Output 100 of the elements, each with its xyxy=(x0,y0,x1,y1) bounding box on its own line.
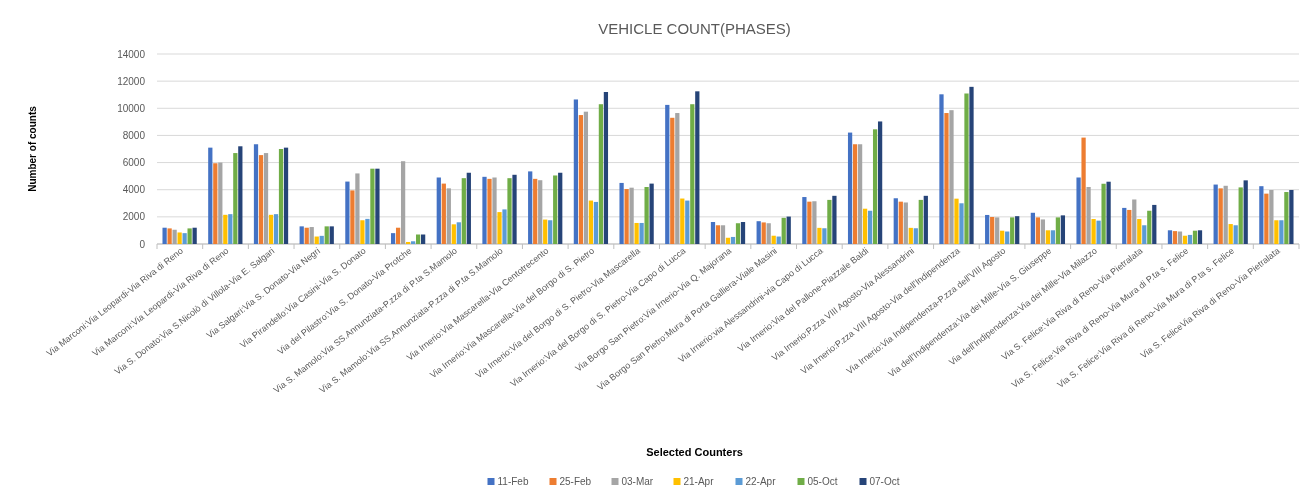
bar xyxy=(223,214,228,244)
bar xyxy=(624,189,629,244)
bar xyxy=(1010,217,1015,244)
bar xyxy=(872,129,878,244)
bar xyxy=(1132,199,1137,244)
bar xyxy=(898,201,903,244)
bar xyxy=(1152,204,1157,244)
bar xyxy=(365,218,370,244)
bar xyxy=(1091,219,1096,244)
bar xyxy=(1096,220,1101,244)
bar xyxy=(908,227,913,244)
bar xyxy=(1147,210,1152,244)
bar xyxy=(680,198,685,244)
bar xyxy=(1076,177,1081,244)
bar xyxy=(395,227,401,244)
bar xyxy=(187,228,192,244)
bar xyxy=(492,177,497,244)
bar xyxy=(1192,230,1198,244)
bar xyxy=(1081,137,1086,244)
y-tick-label: 10000 xyxy=(117,102,146,114)
bar xyxy=(913,228,918,244)
y-tick-label: 4000 xyxy=(122,184,146,196)
bar xyxy=(862,208,868,244)
bar xyxy=(959,203,964,244)
bar xyxy=(1060,215,1066,244)
bar xyxy=(548,220,553,244)
bar xyxy=(263,153,269,244)
bar xyxy=(466,172,471,244)
bar xyxy=(1086,187,1091,244)
bar xyxy=(1050,230,1056,244)
bar xyxy=(329,226,334,244)
bar xyxy=(360,220,365,244)
bar xyxy=(735,223,741,244)
bar xyxy=(877,121,883,244)
bar xyxy=(446,188,451,244)
bar xyxy=(1122,207,1127,244)
bar xyxy=(238,146,243,244)
bar xyxy=(1172,231,1178,244)
bar xyxy=(309,227,314,244)
bar xyxy=(1000,230,1005,244)
bar xyxy=(283,147,289,244)
bar xyxy=(583,111,589,244)
bar xyxy=(766,223,771,244)
bar xyxy=(644,187,649,244)
bar xyxy=(278,149,284,244)
y-tick-label: 12000 xyxy=(117,75,146,87)
bar xyxy=(578,115,584,244)
bar xyxy=(852,144,858,244)
bar xyxy=(1284,192,1289,244)
bar xyxy=(456,222,461,244)
bar xyxy=(969,86,974,244)
bar xyxy=(695,91,700,244)
bar xyxy=(543,219,548,244)
bar xyxy=(461,178,466,244)
bar xyxy=(441,183,446,244)
bar xyxy=(268,214,274,244)
chart-title: VEHICLE COUNT(PHASES) xyxy=(598,20,791,37)
bar xyxy=(827,199,832,244)
bar xyxy=(415,234,421,244)
bar xyxy=(451,224,456,244)
bar xyxy=(1035,217,1041,244)
bar xyxy=(487,178,492,244)
bar xyxy=(573,99,579,244)
bar xyxy=(553,175,558,244)
bar xyxy=(903,202,908,244)
bar xyxy=(923,195,928,244)
bar xyxy=(273,214,279,244)
legend-label: 22-Apr xyxy=(745,476,777,487)
bar xyxy=(319,235,324,244)
bar xyxy=(832,195,837,244)
bar xyxy=(213,163,218,244)
y-tick-label: 14000 xyxy=(117,48,146,60)
bar xyxy=(690,104,695,244)
bar xyxy=(1101,183,1106,244)
bar xyxy=(177,232,182,244)
bar xyxy=(685,200,690,244)
bar xyxy=(949,110,954,244)
bar xyxy=(1218,188,1223,244)
bar xyxy=(720,225,726,244)
bar xyxy=(162,227,167,244)
bar xyxy=(990,216,995,244)
bar xyxy=(629,187,634,244)
bar xyxy=(822,228,827,244)
bar xyxy=(807,201,812,244)
bar xyxy=(182,233,187,244)
bar xyxy=(710,222,716,244)
bar xyxy=(781,217,786,244)
bar xyxy=(172,229,177,244)
bar xyxy=(944,113,949,244)
bar xyxy=(324,226,329,244)
y-tick-label: 6000 xyxy=(122,157,146,169)
y-tick-label: 2000 xyxy=(122,211,146,223)
legend-label: 21-Apr xyxy=(683,476,715,487)
legend-label: 25-Feb xyxy=(559,476,592,487)
bar xyxy=(233,153,238,244)
bar xyxy=(598,104,604,244)
bar xyxy=(1223,185,1228,244)
bar xyxy=(1142,225,1147,244)
bar xyxy=(939,94,944,244)
y-tick-label: 8000 xyxy=(122,129,146,141)
